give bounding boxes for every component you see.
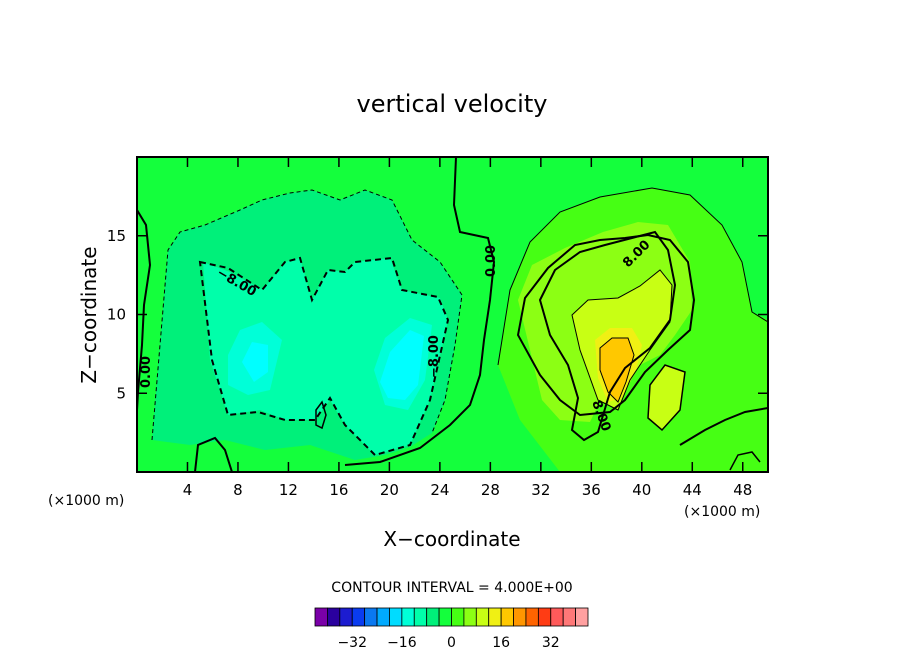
y-tick-label: 5 [116,384,126,402]
colorbar-swatch [327,607,341,627]
contour-fill-minus-8 [203,258,448,455]
colorbar-swatch [364,607,378,627]
colorbar-swatch [376,607,390,627]
colorbar-swatch [488,607,502,627]
x-axis-ticks: 4 8 12 16 20 24 28 32 36 40 44 48 [183,157,752,499]
colorbar-swatch [475,607,490,627]
plus-16-contour [599,337,635,403]
colorbar-swatch [513,607,527,627]
contour-interval-text: CONTOUR INTERVAL = 4.000E+00 [331,580,572,596]
zero-contour-middle [344,157,496,466]
x-tick-label: 36 [582,481,601,499]
bottom-contour [194,436,233,472]
x-tick-label: 28 [481,481,500,499]
colorbar-swatch [562,607,576,627]
colorbar-swatch [351,607,366,627]
x-tick-label: 12 [279,481,298,499]
x-tick-label: 48 [733,481,752,499]
x-tick-label: 8 [233,481,243,499]
colorbar-swatch [500,607,514,627]
colorbar-swatch [537,607,552,627]
plus-12-contour [571,269,673,411]
colorbar-tick-label: 32 [542,635,560,651]
colorbar-swatch [339,607,353,627]
zero-contour-right [516,233,696,417]
colorbar-swatch [413,607,428,627]
x-tick-label: 4 [183,481,193,499]
colorbar-tick-label: 16 [492,635,510,651]
colorbar-swatch [575,607,589,627]
contour-label-zero-middle: 0.00 [484,245,499,277]
x-tick-label: 32 [531,481,550,499]
colorbar-tick-label: 0 [447,635,456,651]
colorbar-swatch [314,607,328,627]
plus-8-contour [538,230,677,442]
colorbar-swatch [401,607,415,627]
minus-8-contour [198,256,450,457]
colorbar-swatch [389,607,403,627]
x-tick-label: 44 [683,481,702,499]
colorbar-swatch [426,607,440,627]
plot-area: 0.00 0.00 −8.00 −8.00 8.00 8.00 [137,157,768,472]
plus-4-contour [497,187,768,366]
colorbar-swatch [438,607,452,627]
x-tick-label: 24 [430,481,449,499]
contour-fill-plus-20 [600,338,634,402]
x-tick-label: 16 [329,481,348,499]
colorbar-tick-label: −32 [337,635,367,651]
y-tick-label: 10 [107,306,126,324]
colorbar: −32 −16 0 16 32 [314,607,589,651]
plus-12b-contour [647,364,686,432]
lower-right-contour [679,407,768,446]
minus-4-contour [151,189,463,441]
x-tick-label: 20 [380,481,399,499]
colorbar-swatch [525,607,539,627]
x-axis-label: X−coordinate [383,527,520,551]
colorbar-tick-label: −16 [387,635,417,651]
contour-fill-minus-16b [380,330,424,400]
contour-fill-minus-16 [242,342,268,382]
x-unit-label-right: (×1000 m) [684,504,760,520]
y-tick-label: 15 [107,227,126,245]
colorbar-swatch [550,607,564,627]
contour-label-zero-left: 0.00 [139,356,154,388]
colorbar-swatch [463,607,477,627]
contour-label-minus-8-right: −8.00 [427,335,442,378]
small-cell-contour [315,400,327,430]
y-axis-label: Z−coordinate [77,246,101,383]
x-tick-label: 40 [632,481,651,499]
lower-right-contour-b [729,451,761,471]
x-unit-label-left: (×1000 m) [48,493,124,509]
chart-title: vertical velocity [357,90,548,118]
colorbar-swatch [451,607,465,627]
y-axis-ticks: 5 10 15 [107,227,768,402]
